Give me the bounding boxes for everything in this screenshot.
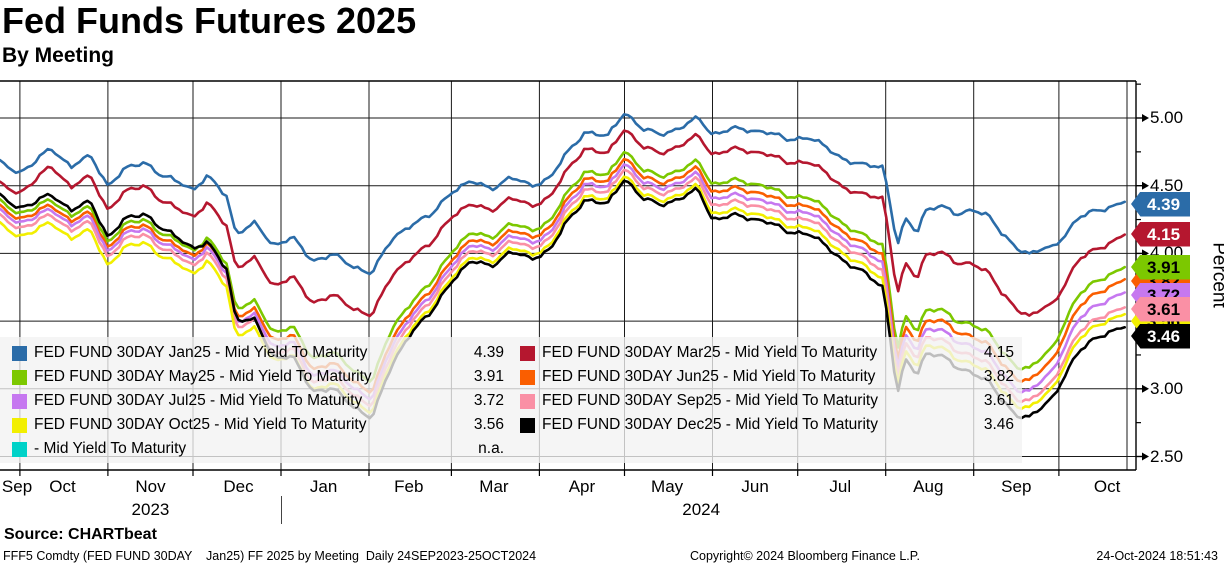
legend-box: FED FUND 30DAY Jan25 - Mid Yield To Matu… — [0, 337, 1022, 463]
legend-swatch-jul25 — [12, 393, 27, 409]
x-axis-label-month: Jun — [741, 477, 769, 496]
footer-timestamp: 24-Oct-2024 18:51:43 — [1096, 549, 1218, 563]
legend-item-jan25: FED FUND 30DAY Jan25 - Mid Yield To Matu… — [12, 344, 504, 362]
page-subtitle: By Meeting — [2, 44, 115, 67]
x-axis-label-month: Feb — [394, 477, 424, 496]
legend-label: FED FUND 30DAY Dec25 - Mid Yield To Matu… — [542, 416, 878, 433]
legend-value: 3.46 — [983, 416, 1014, 433]
x-axis-label-month: May — [651, 477, 684, 496]
x-axis-label-month: Apr — [568, 477, 596, 496]
legend-swatch-na. — [12, 441, 27, 457]
legend-item-jun25: FED FUND 30DAY Jun25 - Mid Yield To Matu… — [520, 368, 1014, 386]
y-axis-label-2.50: 2.50 — [1150, 446, 1184, 466]
legend-swatch-sep25 — [520, 393, 535, 409]
legend-label: FED FUND 30DAY Sep25 - Mid Yield To Matu… — [542, 392, 878, 409]
x-axis-label-month: Dec — [223, 477, 254, 496]
legend-value: 3.82 — [983, 368, 1014, 385]
legend-label: FED FUND 30DAY May25 - Mid Yield To Matu… — [34, 368, 372, 385]
legend-label: FED FUND 30DAY Jul25 - Mid Yield To Matu… — [34, 392, 363, 409]
axis-tag-mar25: 4.15 — [1131, 221, 1190, 247]
legend-item-dec25: FED FUND 30DAY Dec25 - Mid Yield To Matu… — [520, 416, 1014, 434]
x-axis-label-year: 2024 — [682, 500, 721, 519]
legend-label: FED FUND 30DAY Jan25 - Mid Yield To Matu… — [34, 344, 368, 361]
legend-swatch-jun25 — [520, 369, 535, 385]
y-axis-label-5.00: 5.00 — [1150, 108, 1184, 127]
x-axis-label-month: Nov — [135, 477, 166, 496]
legend-swatch-oct25 — [12, 417, 27, 433]
y-axis-label-3.00: 3.00 — [1150, 378, 1184, 398]
y-tick-arrow — [1142, 384, 1149, 393]
y-axis-title: Percent — [1208, 242, 1224, 308]
series-line-jul25 — [0, 163, 1126, 401]
legend-value: 4.39 — [473, 344, 504, 361]
legend-value: n.a. — [478, 440, 504, 457]
legend-item-na.: - Mid Yield To Maturity n.a. — [12, 440, 504, 458]
legend-swatch-mar25 — [520, 345, 535, 361]
series-line-mar25 — [0, 129, 1126, 318]
legend-value: 4.15 — [983, 344, 1014, 361]
legend-label: FED FUND 30DAY Oct25 - Mid Yield To Matu… — [34, 416, 367, 433]
page-title: Fed Funds Futures 2025 — [2, 0, 417, 41]
legend-label: FED FUND 30DAY Jun25 - Mid Yield To Matu… — [542, 368, 876, 385]
legend-value: 3.61 — [983, 392, 1014, 409]
y-tick-arrow — [1142, 452, 1149, 461]
x-axis-label-month: Sep — [1001, 477, 1032, 496]
legend-item-mar25: FED FUND 30DAY Mar25 - Mid Yield To Matu… — [520, 344, 1014, 362]
legend-item-sep25: FED FUND 30DAY Sep25 - Mid Yield To Matu… — [520, 392, 1014, 410]
legend-item-may25: FED FUND 30DAY May25 - Mid Yield To Matu… — [12, 368, 504, 386]
legend-label: FED FUND 30DAY Mar25 - Mid Yield To Matu… — [542, 344, 878, 361]
x-axis-label-month: Jul — [829, 477, 852, 496]
legend-item-oct25: FED FUND 30DAY Oct25 - Mid Yield To Matu… — [12, 416, 504, 434]
x-axis-label-month: Oct — [1093, 477, 1121, 496]
x-axis-label-month: Aug — [913, 477, 944, 496]
legend-label: - Mid Yield To Maturity — [34, 440, 187, 457]
y-tick-arrow — [1142, 181, 1149, 190]
series-line-jan25 — [0, 113, 1126, 276]
x-axis-label-year: 2023 — [131, 500, 170, 519]
series-line-may25 — [0, 151, 1126, 384]
legend-item-jul25: FED FUND 30DAY Jul25 - Mid Yield To Matu… — [12, 392, 504, 410]
x-axis-label-month: Oct — [49, 477, 76, 496]
legend-value: 3.72 — [473, 392, 504, 409]
legend-swatch-dec25 — [520, 417, 535, 433]
legend-value: 3.56 — [473, 416, 504, 433]
y-tick-arrow — [1142, 114, 1149, 122]
series-line-jun25 — [0, 157, 1126, 394]
y-axis-label-4.50: 4.50 — [1150, 175, 1184, 195]
axis-tag-jan25: 4.39 — [1131, 191, 1190, 217]
axis-tag-sep25: 3.61 — [1131, 296, 1190, 322]
x-axis-label-month: Sep — [1, 477, 33, 496]
axis-tag-dec25: 3.46 — [1131, 323, 1190, 349]
legend-value: 3.91 — [473, 368, 504, 385]
legend-swatch-jan25 — [12, 345, 27, 361]
axis-tag-may25: 3.91 — [1131, 254, 1190, 280]
year-divider-line — [281, 496, 283, 524]
source-label: Source: CHARTbeat — [4, 526, 157, 543]
footer-ticker-info: FFF5 Comdty (FED FUND 30DAY Jan25) FF 20… — [3, 549, 537, 563]
x-axis-label-month: Mar — [479, 477, 509, 496]
legend-swatch-may25 — [12, 369, 27, 385]
footer-copyright: Copyright© 2024 Bloomberg Finance L.P. — [690, 549, 920, 563]
x-axis-label-month: Jan — [309, 477, 338, 496]
